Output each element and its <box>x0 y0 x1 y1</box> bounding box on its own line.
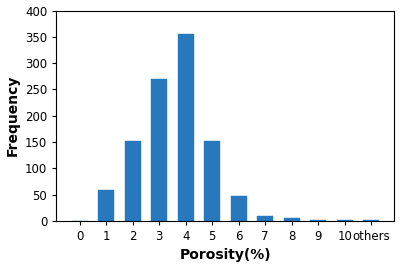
Bar <box>98 190 114 221</box>
Bar <box>257 215 273 221</box>
X-axis label: Porosity(%): Porosity(%) <box>180 248 271 262</box>
Bar <box>310 220 326 221</box>
Bar <box>337 220 352 221</box>
Y-axis label: Frequency: Frequency <box>6 75 20 157</box>
Bar <box>151 79 167 221</box>
Bar <box>204 141 220 221</box>
Bar <box>284 218 300 221</box>
Bar <box>231 196 247 221</box>
Bar <box>178 34 194 221</box>
Bar <box>363 220 379 221</box>
Bar <box>125 141 141 221</box>
